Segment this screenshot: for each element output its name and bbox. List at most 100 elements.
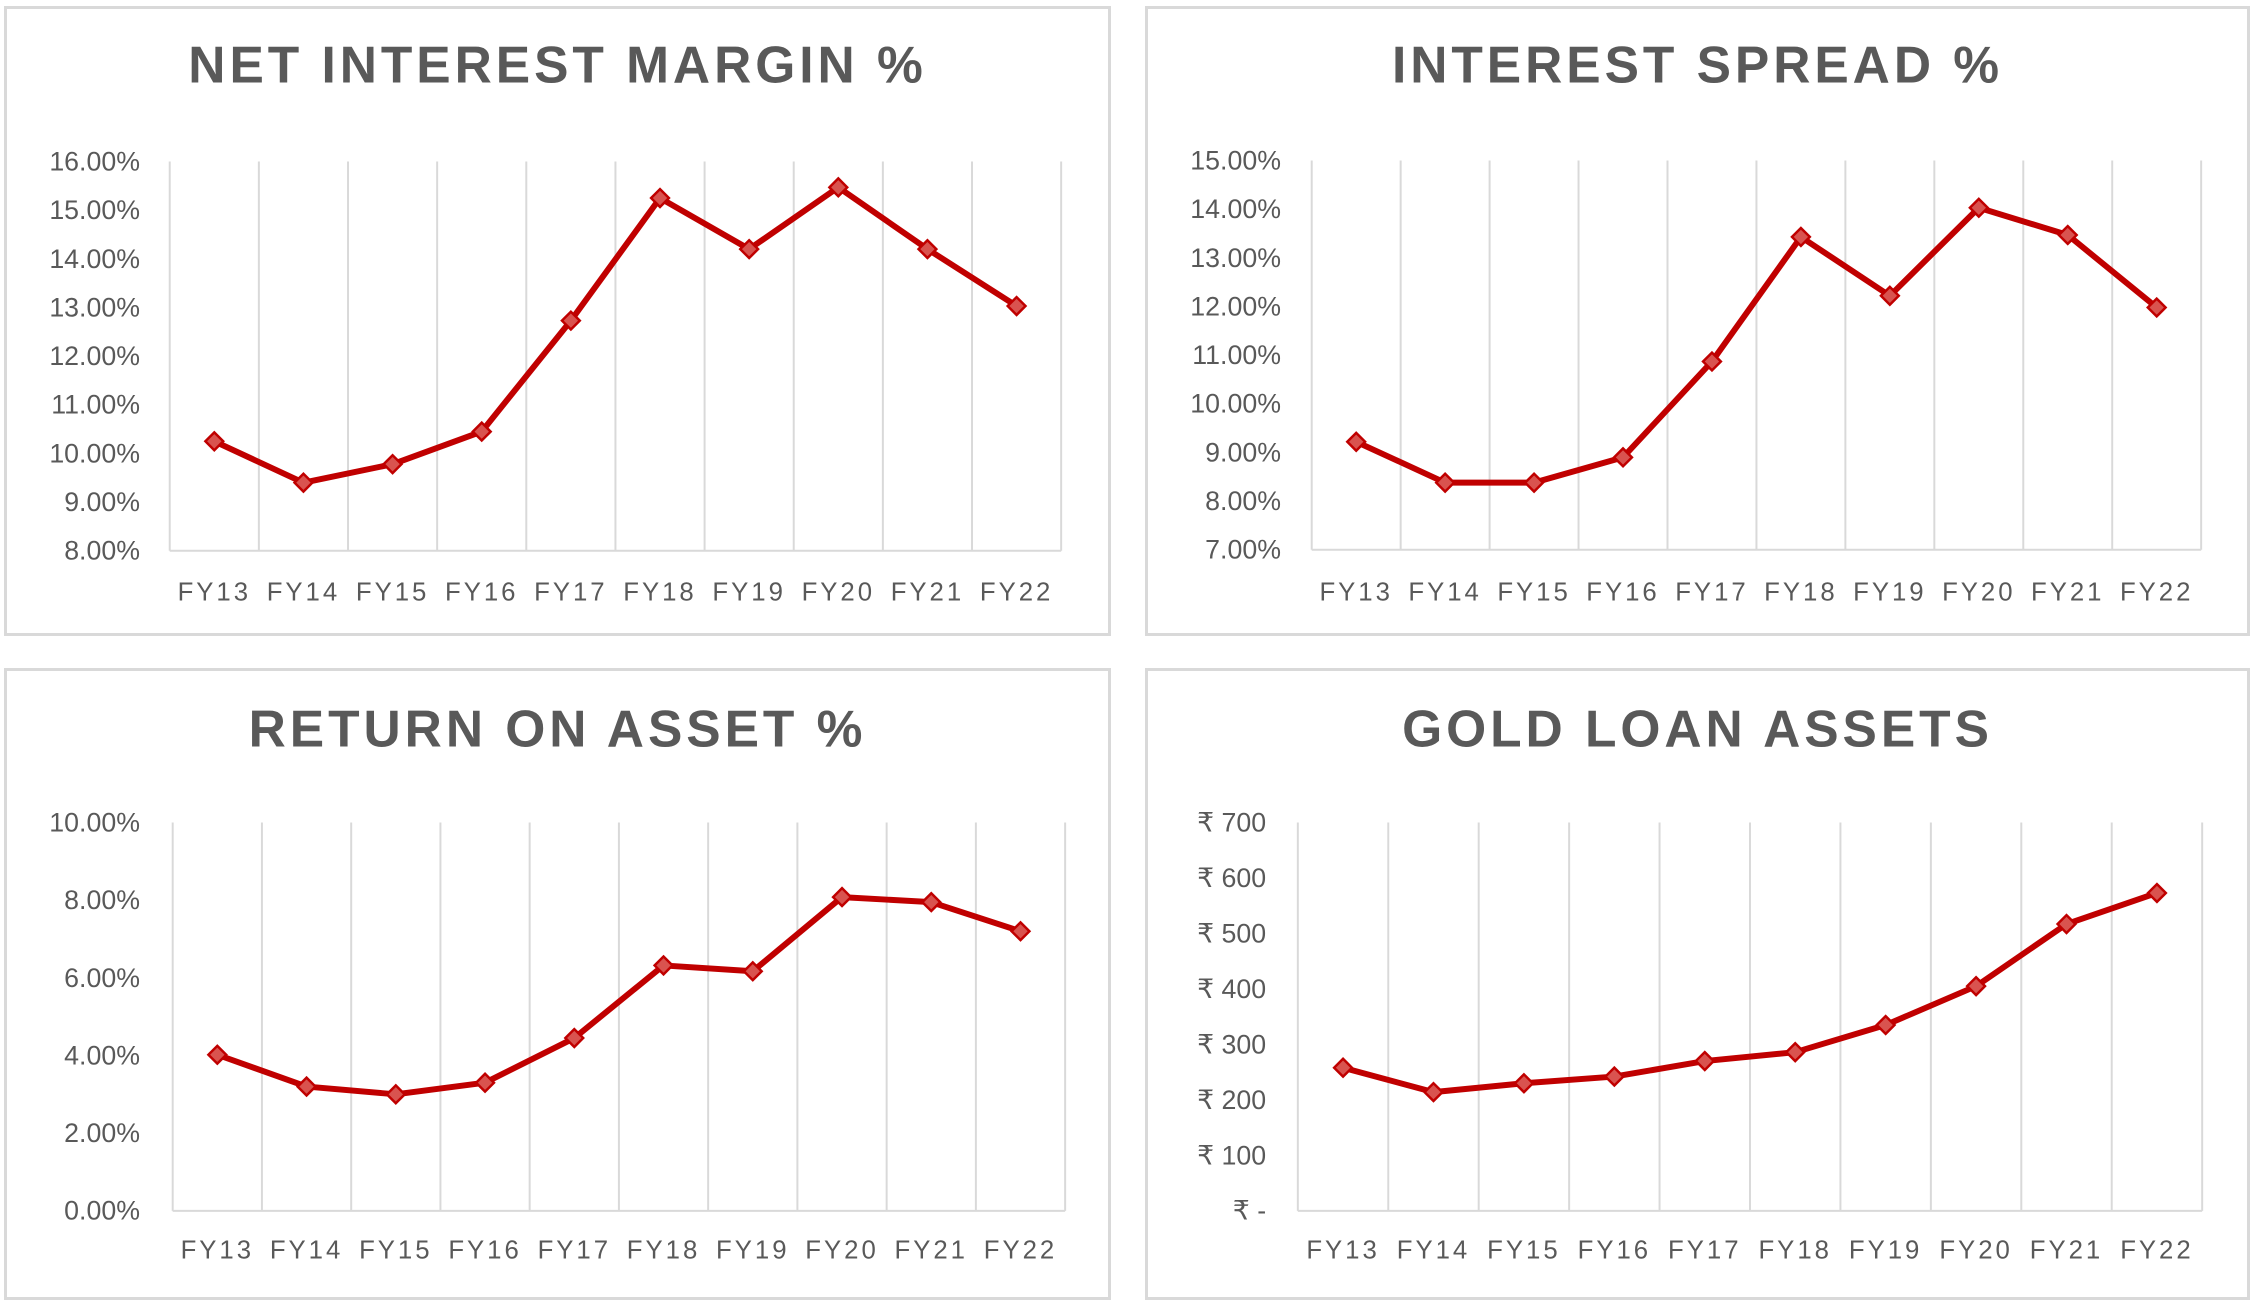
x-tick-label: FY13 (1306, 1236, 1379, 1264)
data-point-marker (1345, 431, 1367, 453)
x-tick-label: FY20 (805, 1236, 878, 1264)
y-tick-label: 11.00% (1192, 340, 1281, 370)
x-tick-label: FY19 (1849, 1236, 1922, 1264)
x-tick-label: FY16 (445, 578, 518, 606)
data-point-marker (1612, 446, 1634, 469)
x-tick-label: FY18 (627, 1236, 700, 1264)
x-tick-label: FY18 (623, 578, 696, 606)
series-line (211, 184, 1020, 486)
data-point-marker (1603, 1065, 1626, 1088)
x-tick-label: FY13 (1319, 578, 1392, 606)
chart-panel-net-interest-margin: NET INTEREST MARGIN % 8.00% 9.00% 10.00% 11.… (4, 6, 1111, 636)
y-tick-label: 11.00% (51, 390, 140, 420)
y-tick-label: 14.00% (49, 244, 140, 274)
series-line (214, 894, 1024, 1098)
data-point-marker (2057, 224, 2079, 246)
x-tick-label: FY14 (267, 578, 340, 606)
y-tick-label: 15.00% (1190, 145, 1281, 175)
data-point-marker (1790, 226, 1812, 248)
data-point-marker (652, 954, 675, 977)
x-tick-label: FY18 (1758, 1236, 1831, 1264)
x-tick-label: FY17 (534, 578, 607, 606)
x-tick-label: FY20 (1939, 1236, 2012, 1264)
x-tick-label: FY17 (1675, 578, 1748, 606)
y-tick-label: 13.00% (1190, 243, 1281, 273)
y-tick-label: 14.00% (1190, 194, 1281, 224)
chart-panel-interest-spread: INTEREST SPREAD % 7.00% 8.00% 9.00% 10.00% 11… (1145, 6, 2250, 636)
y-tick-label: ₹ 100 (1197, 1140, 1266, 1170)
y-tick-label: 8.00% (64, 885, 140, 915)
data-point-marker (203, 430, 225, 452)
x-tick-label: FY13 (181, 1236, 254, 1264)
x-tick-label: FY14 (1408, 578, 1481, 606)
data-point-marker (560, 309, 582, 332)
data-point-marker (1005, 295, 1028, 317)
chart-panel-return-on-asset: RETURN ON ASSET % 0.00% 2.00% 4.00% 6.00% 8.0… (4, 668, 1111, 1300)
x-tick-label: FY17 (1668, 1236, 1741, 1264)
x-tick-label: FY19 (716, 1236, 789, 1264)
data-point-marker (2146, 296, 2168, 319)
data-point-marker (1523, 471, 1545, 494)
data-point-marker (916, 238, 939, 260)
data-point-marker (1701, 350, 1723, 373)
y-tick-label: 13.00% (49, 292, 140, 322)
x-tick-label: FY21 (2031, 578, 2104, 606)
x-tick-label: FY15 (356, 578, 429, 606)
data-point-marker (649, 187, 671, 209)
y-tick-label: 9.00% (1205, 437, 1281, 467)
y-tick-label: ₹ 500 (1197, 918, 1266, 948)
series-line (1353, 204, 2160, 486)
x-tick-label: FY19 (712, 578, 785, 606)
y-tick-label: 6.00% (64, 963, 140, 993)
data-point-marker (831, 886, 853, 908)
data-point-marker (1009, 920, 1032, 942)
y-tick-label: 15.00% (49, 195, 140, 225)
data-point-marker (1879, 285, 1901, 307)
data-point-marker (1422, 1081, 1445, 1103)
y-tick-label: 16.00% (49, 146, 140, 176)
data-point-marker (2146, 882, 2168, 904)
y-tick-label: ₹ - (1233, 1196, 1266, 1226)
data-point-marker (381, 453, 404, 475)
x-tick-label: FY16 (1586, 578, 1659, 606)
x-tick-label: FY14 (1397, 1236, 1470, 1264)
y-tick-label: ₹ 400 (1197, 974, 1266, 1004)
y-tick-label: 0.00% (64, 1196, 140, 1226)
y-tick-label: ₹ 200 (1197, 1085, 1266, 1115)
x-tick-label: FY15 (1497, 578, 1570, 606)
y-tick-label: ₹ 300 (1197, 1029, 1266, 1059)
chart-title: INTEREST SPREAD % (1392, 35, 2003, 93)
y-tick-label: ₹ 700 (1197, 807, 1266, 837)
y-tick-label: 10.00% (49, 438, 140, 468)
data-point-marker (1513, 1072, 1535, 1094)
x-tick-label: FY14 (270, 1236, 343, 1264)
line-chart: RETURN ON ASSET % 0.00% 2.00% 4.00% 6.00% 8.0… (49, 699, 1067, 1264)
x-tick-label: FY15 (1487, 1236, 1560, 1264)
y-tick-label: 12.00% (49, 341, 140, 371)
x-tick-label: FY13 (178, 578, 251, 606)
line-chart: GOLD LOAN ASSETS ₹ - ₹ 100 ₹ 200 ₹ 300 ₹ 400 ₹… (1197, 699, 2204, 1264)
data-point-marker (1874, 1014, 1897, 1036)
data-point-marker (295, 1075, 318, 1098)
data-point-marker (206, 1044, 228, 1066)
x-tick-label: FY21 (895, 1236, 968, 1264)
y-tick-label: 4.00% (64, 1040, 140, 1070)
x-tick-label: FY17 (538, 1236, 611, 1264)
y-tick-label: 10.00% (1190, 389, 1281, 419)
data-point-marker (474, 1072, 496, 1094)
data-point-marker (1784, 1041, 1806, 1063)
x-tick-label: FY15 (359, 1236, 432, 1264)
data-point-marker (742, 960, 764, 982)
x-tick-label: FY20 (1942, 578, 2015, 606)
data-point-marker (563, 1027, 585, 1049)
chart-title: NET INTEREST MARGIN % (188, 35, 926, 93)
x-tick-label: FY21 (891, 578, 964, 606)
chart-title: GOLD LOAN ASSETS (1402, 699, 1993, 757)
chart-title: RETURN ON ASSET % (249, 699, 867, 757)
data-point-marker (1965, 975, 1987, 997)
y-tick-label: 2.00% (64, 1118, 140, 1148)
x-tick-label: FY16 (1578, 1236, 1651, 1264)
data-point-marker (1694, 1050, 1716, 1072)
data-point-marker (920, 891, 942, 913)
data-point-marker (1434, 471, 1456, 494)
